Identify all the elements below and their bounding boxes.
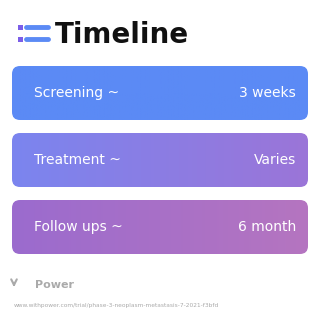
Text: 6 month: 6 month — [238, 220, 296, 234]
Text: www.withpower.com/trial/phase-3-neoplasm-metastasis-7-2021-f3bfd: www.withpower.com/trial/phase-3-neoplasm… — [14, 302, 219, 307]
Text: Varies: Varies — [254, 153, 296, 167]
FancyBboxPatch shape — [12, 133, 308, 187]
FancyBboxPatch shape — [18, 37, 23, 42]
Text: Screening ~: Screening ~ — [34, 86, 119, 100]
Text: Timeline: Timeline — [55, 21, 189, 49]
FancyBboxPatch shape — [12, 66, 308, 120]
Text: Power: Power — [35, 280, 74, 290]
Text: Treatment ~: Treatment ~ — [34, 153, 121, 167]
Text: 3 weeks: 3 weeks — [239, 86, 296, 100]
FancyBboxPatch shape — [18, 25, 23, 29]
Text: Follow ups ~: Follow ups ~ — [34, 220, 123, 234]
FancyBboxPatch shape — [12, 200, 308, 254]
